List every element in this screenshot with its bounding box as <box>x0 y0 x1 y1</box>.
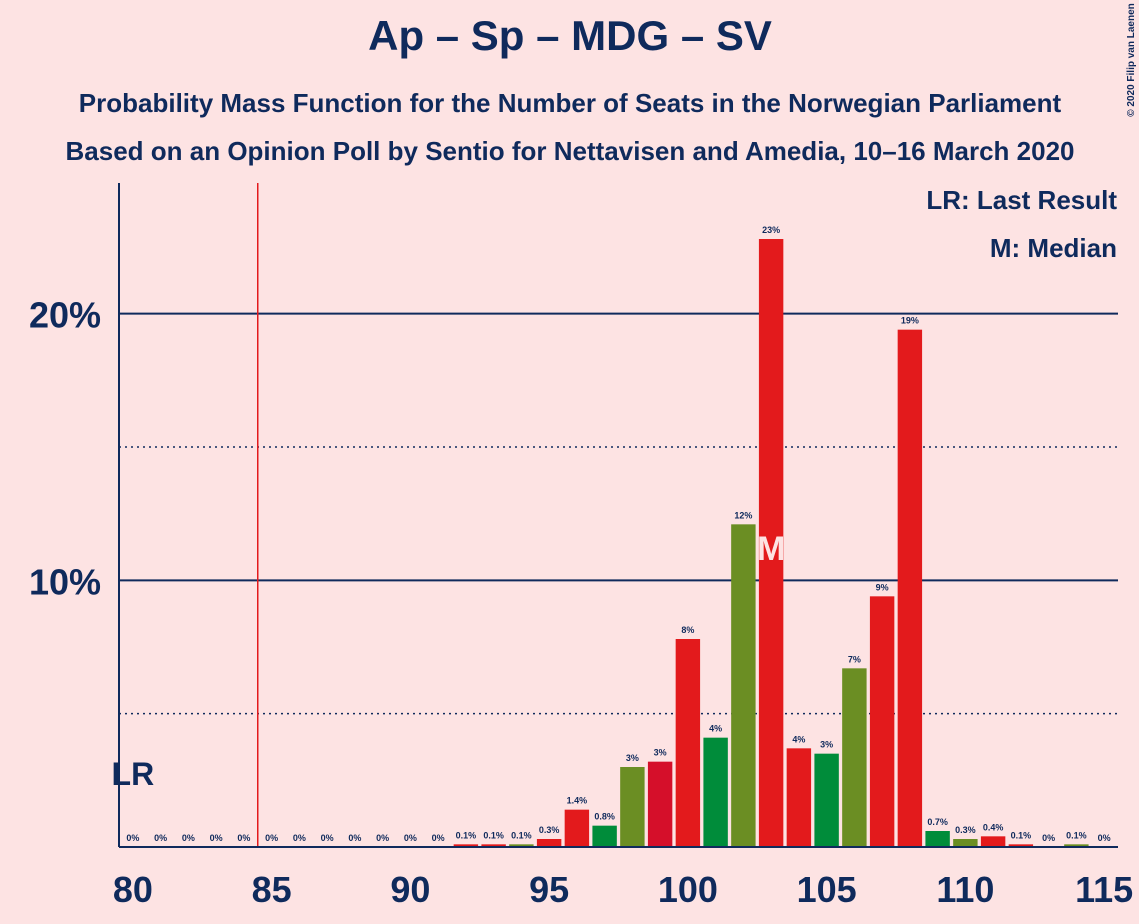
bar <box>647 761 673 847</box>
bar <box>592 825 617 847</box>
value-label: 3% <box>626 753 639 763</box>
bar <box>620 767 645 847</box>
value-label: 0% <box>1042 833 1055 843</box>
x-tick-label: 105 <box>797 869 857 910</box>
value-label: 7% <box>848 654 861 664</box>
x-tick-label: 115 <box>1075 869 1133 910</box>
chart-title: Ap – Sp – MDG – SV <box>368 12 772 59</box>
x-tick-label: 110 <box>936 869 994 910</box>
bar <box>869 596 895 847</box>
copyright: © 2020 Filip van Laenen <box>1126 3 1137 117</box>
value-label: 0% <box>321 833 334 843</box>
value-label: 12% <box>734 510 752 520</box>
value-label: 0.8% <box>594 812 615 822</box>
value-label: 0% <box>404 833 417 843</box>
value-label: 0% <box>237 833 250 843</box>
value-label: 19% <box>901 316 919 326</box>
bar <box>731 524 756 847</box>
bar <box>758 239 784 847</box>
bar <box>953 839 978 847</box>
x-tick-label: 100 <box>658 869 718 910</box>
value-label: 23% <box>762 225 780 235</box>
value-label: 0% <box>376 833 389 843</box>
bar <box>509 844 534 847</box>
bar <box>703 737 728 847</box>
bar <box>453 844 479 847</box>
chart-subtitle: Probability Mass Function for the Number… <box>79 88 1062 118</box>
bar <box>536 839 562 847</box>
value-label: 0.1% <box>456 830 477 840</box>
value-label: 0.3% <box>955 825 976 835</box>
value-label: 0.3% <box>539 825 560 835</box>
value-label: 0.1% <box>511 830 532 840</box>
bar <box>814 753 839 847</box>
value-label: 4% <box>792 734 805 744</box>
value-label: 8% <box>681 625 694 635</box>
value-label: 0% <box>293 833 306 843</box>
value-label: 0% <box>182 833 195 843</box>
value-label: 0% <box>1098 833 1111 843</box>
value-label: 0.4% <box>983 822 1004 832</box>
value-label: 0.1% <box>1066 830 1087 840</box>
bar <box>925 831 950 847</box>
y-tick-label: 10% <box>29 561 101 602</box>
x-tick-label: 85 <box>252 869 292 910</box>
value-label: 0% <box>265 833 278 843</box>
bar <box>675 639 701 847</box>
bar <box>842 668 867 847</box>
x-tick-label: 80 <box>113 869 153 910</box>
last-result-label: LR <box>112 756 155 792</box>
bar <box>564 809 590 847</box>
value-label: 3% <box>820 740 833 750</box>
value-label: 0% <box>210 833 223 843</box>
legend-entry: LR: Last Result <box>926 185 1117 215</box>
value-label: 1.4% <box>567 796 588 806</box>
bar <box>897 329 923 848</box>
value-label: 0.7% <box>927 817 948 827</box>
legend-entry: M: Median <box>990 233 1117 263</box>
value-label: 4% <box>709 724 722 734</box>
value-label: 0% <box>348 833 361 843</box>
chart-subtitle: Based on an Opinion Poll by Sentio for N… <box>66 136 1075 166</box>
y-tick-label: 20% <box>29 295 101 336</box>
bar <box>786 748 812 847</box>
bar <box>1008 844 1034 847</box>
value-label: 0% <box>126 833 139 843</box>
median-label: M <box>757 530 785 568</box>
value-label: 0% <box>432 833 445 843</box>
x-tick-label: 95 <box>529 869 569 910</box>
bar <box>980 836 1006 847</box>
value-label: 0% <box>154 833 167 843</box>
bar <box>1064 844 1089 847</box>
value-label: 9% <box>876 582 889 592</box>
bar <box>481 844 506 847</box>
value-label: 0.1% <box>1011 830 1032 840</box>
x-tick-label: 90 <box>390 869 430 910</box>
value-label: 3% <box>654 748 667 758</box>
value-label: 0.1% <box>483 830 504 840</box>
